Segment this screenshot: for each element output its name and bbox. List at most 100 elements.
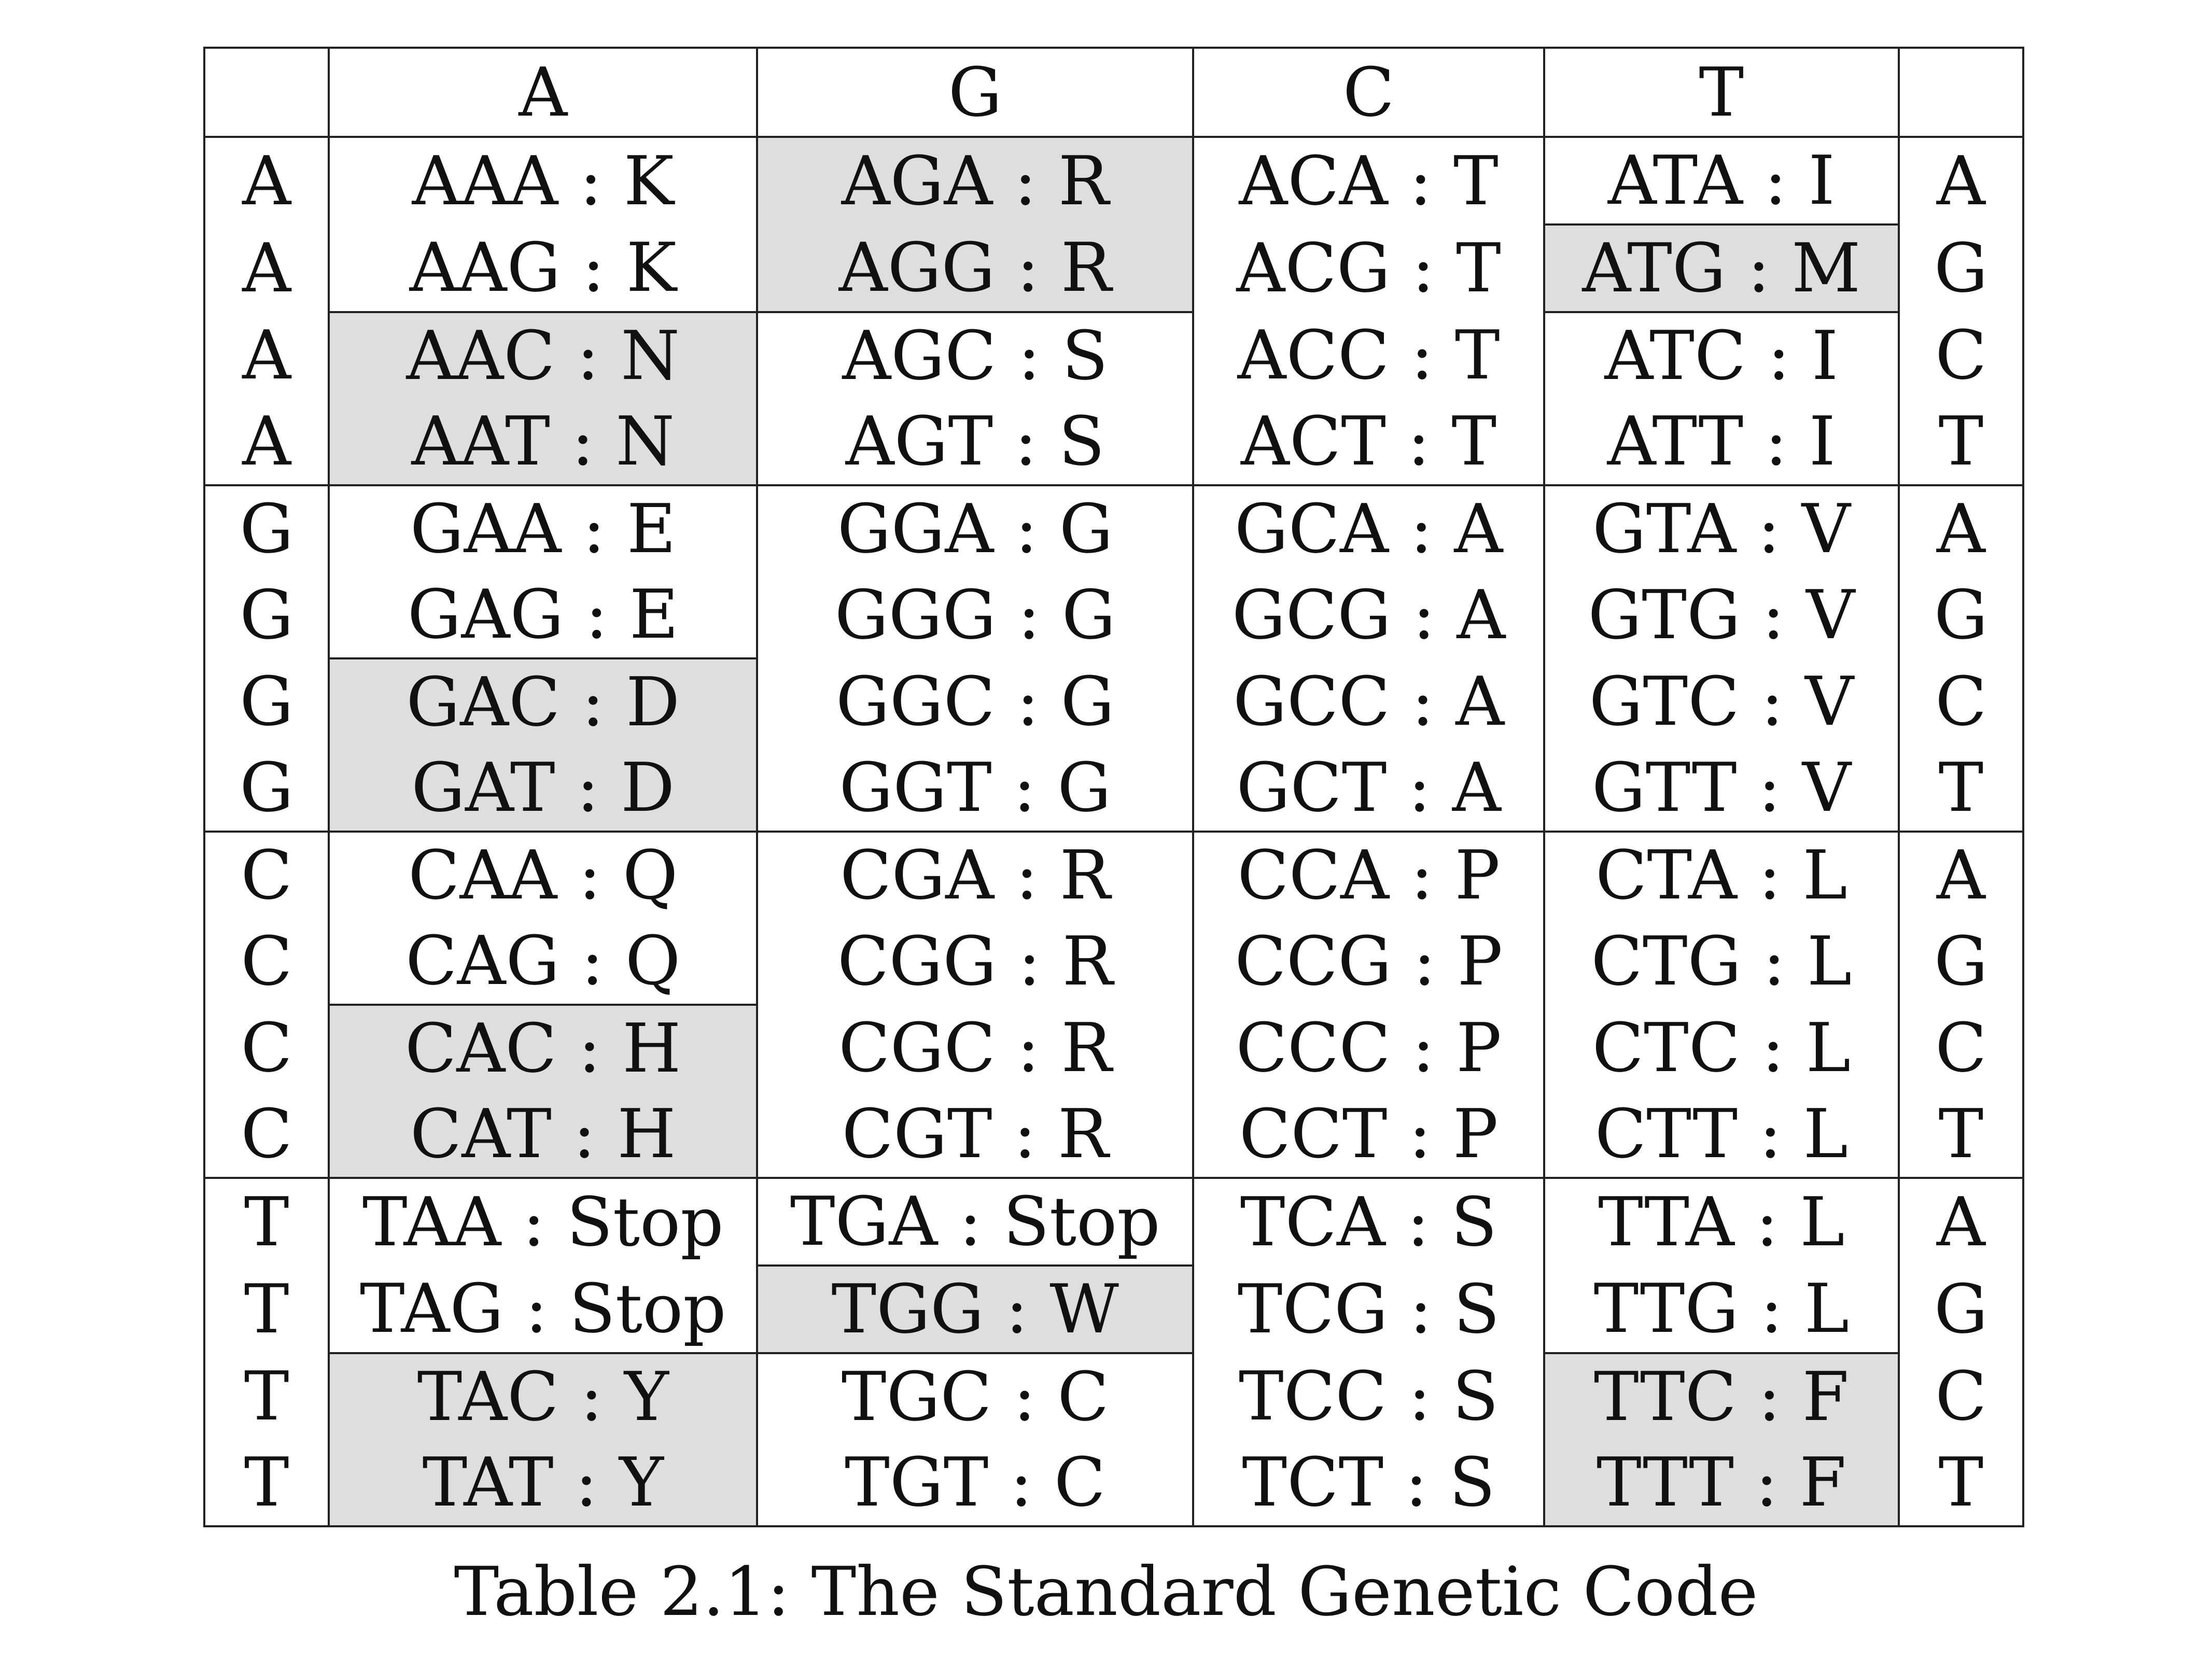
third-base-label: C	[1897, 312, 2025, 399]
codon-cell-c: GCA : A	[1192, 484, 1545, 572]
codon-cell-a: AAT : N	[328, 399, 759, 486]
column-header-a: A	[328, 47, 759, 138]
codon-cell-g: GGT : G	[756, 745, 1195, 833]
first-base-label: A	[203, 399, 330, 486]
third-base-label: T	[1897, 399, 2025, 486]
column-header-g: G	[756, 47, 1195, 138]
first-base-label: A	[203, 312, 330, 399]
first-base-label: A	[203, 136, 330, 224]
codon-cell-t: ATC : I	[1543, 311, 1900, 399]
codon-cell-t: TTG : L	[1543, 1266, 1900, 1354]
third-base-label: G	[1897, 918, 2025, 1005]
codon-cell-a: GAG : E	[328, 572, 759, 659]
column-header-t: T	[1543, 47, 1900, 138]
third-base-label: T	[1897, 1091, 2025, 1179]
third-base-label: A	[1897, 831, 2025, 918]
codon-cell-t: ATG : M	[1543, 223, 1900, 313]
codon-cell-t: CTA : L	[1543, 831, 1900, 918]
codon-cell-g: AGC : S	[756, 311, 1195, 399]
third-base-label: G	[1897, 224, 2025, 312]
codon-cell-c: TCC : S	[1192, 1353, 1545, 1440]
codon-cell-t: GTA : V	[1543, 484, 1900, 572]
codon-cell-a: AAA : K	[328, 136, 759, 224]
codon-cell-g: AGA : R	[756, 136, 1195, 224]
codon-cell-a: TAC : Y	[328, 1352, 759, 1440]
third-base-label: T	[1897, 745, 2025, 833]
first-base-label: C	[203, 831, 330, 918]
codon-cell-a: CAG : Q	[328, 918, 759, 1006]
header-row: A G C T	[203, 47, 2025, 138]
codon-cell-c: GCC : A	[1192, 658, 1545, 745]
codon-cell-a: GAT : D	[328, 745, 759, 833]
codon-cell-c: ACT : T	[1192, 399, 1545, 486]
third-base-label: A	[1897, 136, 2025, 224]
codon-cell-g: TGT : C	[756, 1440, 1195, 1527]
codon-cell-g: TGA : Stop	[756, 1177, 1195, 1267]
third-base-label: G	[1897, 572, 2025, 658]
codon-cell-c: CCG : P	[1192, 918, 1545, 1005]
codon-cell-g: GGC : G	[756, 658, 1195, 745]
codon-cell-t: CTT : L	[1543, 1091, 1900, 1179]
codon-cell-c: CCC : P	[1192, 1005, 1545, 1091]
third-base-label: A	[1897, 484, 2025, 572]
codon-cell-a: GAA : E	[328, 484, 759, 572]
corner-cell-right	[1897, 47, 2025, 138]
codon-cell-g: TGC : C	[756, 1352, 1195, 1440]
codon-cell-g: CGG : R	[756, 918, 1195, 1005]
codon-cell-g: GGG : G	[756, 572, 1195, 658]
codon-cell-c: GCT : A	[1192, 745, 1545, 833]
codon-cell-a: TAA : Stop	[328, 1177, 759, 1266]
codon-cell-t: TTA : L	[1543, 1177, 1900, 1266]
first-base-label: C	[203, 1091, 330, 1179]
corner-cell-left	[203, 47, 330, 138]
codon-cell-a: CAT : H	[328, 1091, 759, 1179]
codon-cell-g: AGG : R	[756, 224, 1195, 313]
first-base-label: T	[203, 1440, 330, 1527]
first-base-label: G	[203, 658, 330, 745]
codon-cell-t: TTC : F	[1543, 1352, 1900, 1440]
codon-cell-t: GTC : V	[1543, 658, 1900, 745]
table-caption: Table 2.1: The Standard Genetic Code	[454, 1552, 1758, 1631]
codon-cell-a: GAC : D	[328, 657, 759, 745]
codon-cell-g: CGC : R	[756, 1005, 1195, 1091]
codon-cell-a: CAC : H	[328, 1004, 759, 1091]
codon-cell-a: AAC : N	[328, 311, 759, 399]
codon-cell-c: TCA : S	[1192, 1177, 1545, 1266]
codon-cell-g: AGT : S	[756, 399, 1195, 486]
codon-cell-c: TCT : S	[1192, 1440, 1545, 1527]
codon-cell-g: GGA : G	[756, 484, 1195, 572]
codon-cell-c: CCA : P	[1192, 831, 1545, 918]
third-base-label: C	[1897, 1005, 2025, 1091]
codon-cell-t: GTG : V	[1543, 572, 1900, 658]
codon-cell-a: AAG : K	[328, 224, 759, 313]
codon-cell-g: CGA : R	[756, 831, 1195, 918]
codon-cell-g: CGT : R	[756, 1091, 1195, 1179]
first-base-label: G	[203, 572, 330, 658]
codon-cell-c: ACA : T	[1192, 136, 1545, 224]
codon-cell-a: TAT : Y	[328, 1440, 759, 1527]
column-header-c: C	[1192, 47, 1545, 138]
codon-cell-t: CTC : L	[1543, 1005, 1900, 1091]
codon-cell-c: GCG : A	[1192, 572, 1545, 658]
first-base-label: G	[203, 484, 330, 572]
codon-cell-a: TAG : Stop	[328, 1266, 759, 1354]
codon-cell-t: GTT : V	[1543, 745, 1900, 833]
codon-cell-t: CTG : L	[1543, 918, 1900, 1005]
